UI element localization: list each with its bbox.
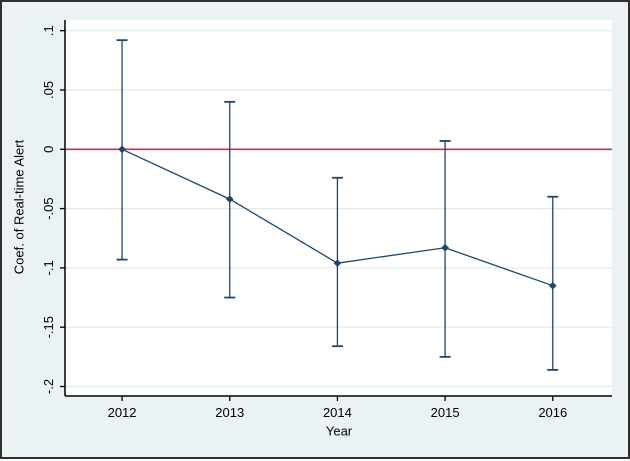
x-tick-label: 2014 <box>323 405 352 420</box>
y-tick-label: -.1 <box>41 260 56 275</box>
y-tick-label: -.15 <box>41 316 56 338</box>
y-tick-label: 0 <box>41 146 56 153</box>
x-axis-title: Year <box>325 423 353 439</box>
x-tick-label: 2016 <box>538 405 567 420</box>
data-point-marker <box>441 243 449 252</box>
y-tick-label: .05 <box>41 81 56 99</box>
x-tick-label: 2013 <box>215 405 244 420</box>
data-point-marker <box>225 195 234 203</box>
x-tick-label: 2015 <box>431 405 460 420</box>
y-tick-label: -.05 <box>41 197 56 219</box>
data-point-marker <box>333 259 342 267</box>
x-tick-label: 2012 <box>108 405 137 420</box>
y-tick-label: .1 <box>41 25 56 36</box>
data-point-marker <box>548 281 557 290</box>
data-point-marker <box>118 145 126 154</box>
y-axis-title: Coef. of Real-time Alert <box>11 139 27 275</box>
y-tick-label: -.2 <box>41 379 56 394</box>
